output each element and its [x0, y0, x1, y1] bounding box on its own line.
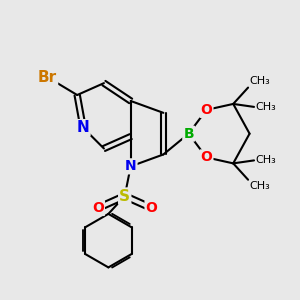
Text: N: N — [77, 120, 89, 135]
Text: S: S — [119, 189, 130, 204]
Text: O: O — [146, 201, 158, 215]
Text: O: O — [200, 103, 212, 117]
Text: CH₃: CH₃ — [256, 102, 276, 112]
Text: CH₃: CH₃ — [250, 181, 270, 191]
Text: Br: Br — [38, 70, 57, 85]
Text: O: O — [92, 201, 104, 215]
Text: N: N — [125, 159, 136, 173]
Text: O: O — [200, 150, 212, 164]
Text: CH₃: CH₃ — [250, 76, 270, 86]
Text: B: B — [183, 127, 194, 141]
Text: CH₃: CH₃ — [256, 155, 276, 165]
